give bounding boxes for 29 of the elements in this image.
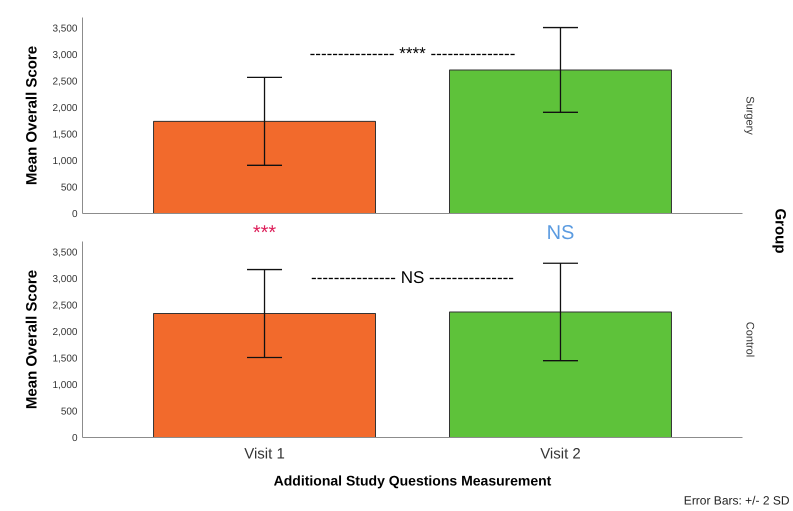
annotation: --------------- **** --------------- <box>310 44 516 63</box>
y-tick-label: 1,500 <box>52 354 78 365</box>
x-tick-label: Visit 1 <box>244 446 285 462</box>
y-tick-label: 0 <box>72 433 78 444</box>
y-tick-label: 3,000 <box>52 274 78 286</box>
text: Group <box>771 208 788 254</box>
y-axis-title: Mean Overall Score <box>23 270 40 410</box>
y-tick-label: 2,000 <box>52 327 78 338</box>
y-tick-label: 1,500 <box>52 130 78 141</box>
y-tick-label: 2,500 <box>52 76 78 88</box>
annotation: --------------- NS --------------- <box>311 268 514 287</box>
y-tick-label: 3,500 <box>52 248 78 259</box>
y-tick-label: 500 <box>60 182 78 194</box>
y-tick-label: 1,000 <box>52 156 78 168</box>
text: Error Bars: +/- 2 SD <box>684 493 790 508</box>
y-tick-label: 3,500 <box>52 24 78 35</box>
text: Surgery <box>744 96 756 136</box>
text: Control <box>744 322 756 358</box>
x-axis-title: Additional Study Questions Measurement <box>274 472 552 488</box>
y-tick-label: 2,500 <box>52 300 78 312</box>
x-tick-label: Visit 2 <box>540 446 581 462</box>
y-tick-label: 1,000 <box>52 380 78 392</box>
y-tick-label: 0 <box>72 209 78 220</box>
y-tick-label: 3,000 <box>52 50 78 62</box>
annotation: NS <box>546 222 574 244</box>
y-axis-title: Mean Overall Score <box>23 46 40 186</box>
annotation: *** <box>252 222 276 244</box>
y-tick-label: 500 <box>60 406 78 418</box>
y-tick-label: 2,000 <box>52 103 78 114</box>
